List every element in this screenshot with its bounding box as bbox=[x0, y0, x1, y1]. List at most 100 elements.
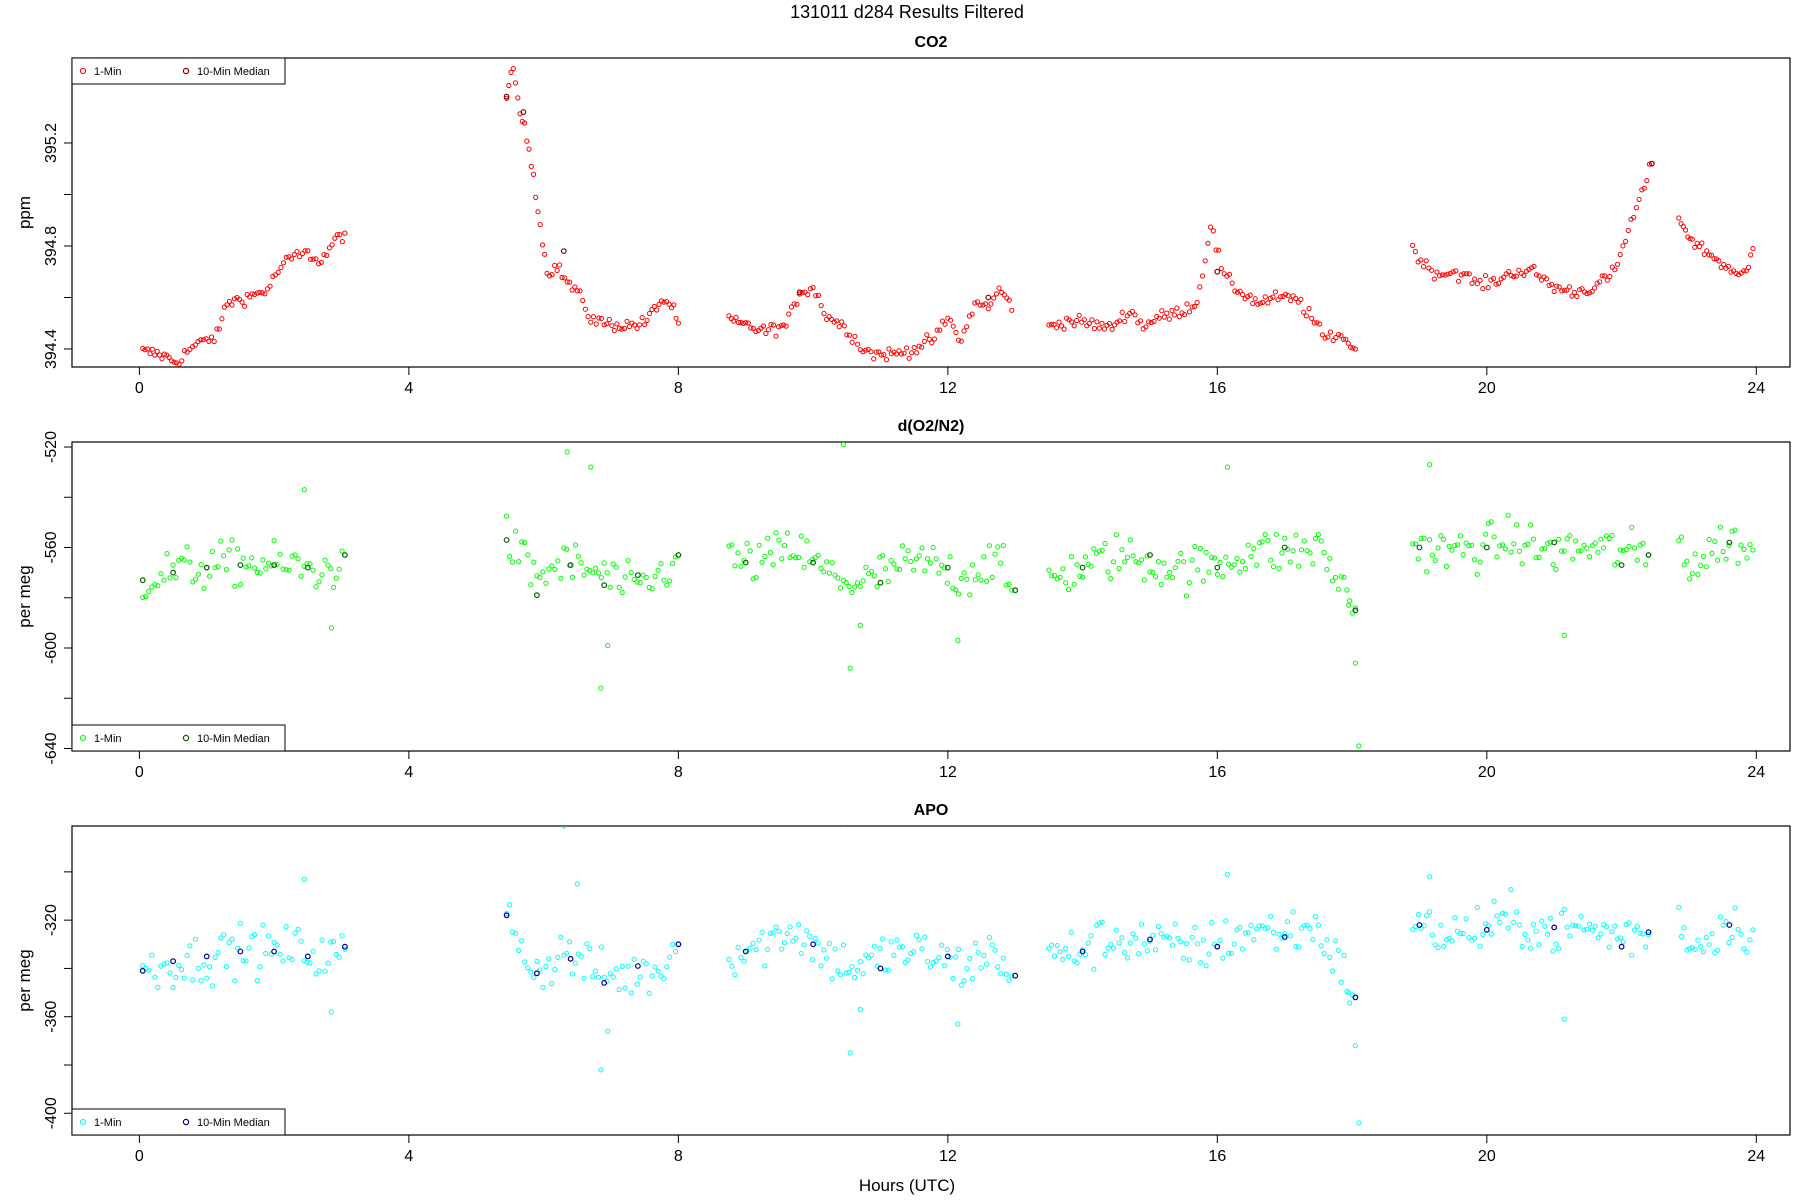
point-1min bbox=[832, 572, 838, 578]
point-1min bbox=[1412, 249, 1419, 255]
point-1min bbox=[939, 318, 946, 324]
point-1min bbox=[936, 955, 942, 961]
y-axis-label: per meg bbox=[15, 949, 34, 1011]
point-1min bbox=[240, 958, 246, 964]
point-10min-median bbox=[810, 941, 816, 948]
point-1min bbox=[658, 561, 664, 567]
point-1min bbox=[1533, 272, 1540, 278]
point-1min bbox=[1578, 548, 1584, 554]
point-1min bbox=[1455, 278, 1462, 284]
point-1min bbox=[1644, 178, 1650, 184]
point-1min bbox=[204, 975, 210, 981]
point-1min bbox=[1687, 236, 1693, 242]
point-1min bbox=[815, 940, 821, 946]
point-1min bbox=[798, 533, 804, 539]
plot-area bbox=[139, 826, 1756, 1126]
point-1min bbox=[899, 944, 906, 950]
point-1min bbox=[738, 955, 744, 961]
point-1min bbox=[604, 321, 610, 327]
point-1min bbox=[964, 576, 970, 582]
point-1min bbox=[574, 288, 580, 294]
point-1min bbox=[1313, 535, 1319, 542]
point-1min bbox=[664, 582, 670, 588]
point-1min bbox=[656, 301, 662, 307]
point-10min-median bbox=[1147, 936, 1153, 943]
point-1min bbox=[992, 947, 998, 953]
y-tick-label: -320 bbox=[43, 904, 60, 936]
point-1min bbox=[1525, 937, 1531, 943]
point-1min bbox=[522, 959, 528, 965]
point-10min-median bbox=[567, 562, 574, 568]
point-1min bbox=[1452, 915, 1458, 921]
point-1min bbox=[1712, 538, 1718, 545]
point-1min bbox=[1706, 536, 1712, 543]
point-1min bbox=[733, 314, 739, 320]
point-1min bbox=[998, 971, 1004, 977]
point-1min bbox=[878, 352, 884, 358]
point-1min bbox=[1609, 532, 1615, 539]
point-1min bbox=[1255, 301, 1261, 307]
point-1min bbox=[1449, 938, 1455, 944]
point-1min bbox=[318, 259, 324, 265]
point-1min bbox=[1511, 919, 1517, 925]
x-tick-label: 20 bbox=[1478, 764, 1496, 781]
point-10min-median bbox=[170, 569, 177, 576]
point-1min bbox=[1445, 271, 1451, 277]
point-1min bbox=[735, 319, 742, 326]
legend: 1-Min 10-Min Median bbox=[71, 57, 286, 85]
point-1min bbox=[207, 573, 213, 579]
point-1min bbox=[1623, 547, 1629, 553]
point-1min bbox=[1303, 313, 1309, 319]
point-1min bbox=[835, 575, 841, 581]
point-1min bbox=[795, 554, 802, 561]
point-1min bbox=[322, 968, 328, 974]
point-1min bbox=[1643, 562, 1649, 568]
point-1min bbox=[762, 553, 768, 560]
point-1min bbox=[849, 589, 855, 596]
point-1min bbox=[877, 945, 883, 952]
point-1min bbox=[1301, 923, 1308, 929]
point-1min bbox=[1631, 927, 1638, 933]
point-1min bbox=[671, 302, 677, 308]
point-1min bbox=[852, 584, 858, 590]
point-1min bbox=[1514, 522, 1520, 528]
point-1min bbox=[756, 542, 762, 548]
point-1min bbox=[726, 956, 732, 963]
plot-frame bbox=[71, 441, 1791, 752]
point-1min bbox=[950, 323, 956, 329]
point-1min bbox=[1086, 320, 1092, 327]
point-1min bbox=[941, 565, 948, 571]
point-1min bbox=[1318, 538, 1324, 544]
point-1min bbox=[1437, 273, 1443, 279]
point-1min bbox=[1717, 524, 1724, 530]
point-1min bbox=[1332, 938, 1339, 944]
point-1min bbox=[999, 289, 1005, 295]
point-1min bbox=[1099, 320, 1105, 326]
point-1min bbox=[521, 120, 528, 126]
point-1min bbox=[1108, 576, 1114, 582]
point-1min bbox=[1319, 332, 1326, 338]
point-1min bbox=[1228, 950, 1235, 956]
point-1min bbox=[888, 939, 894, 945]
point-1min bbox=[1080, 574, 1086, 580]
point-1min bbox=[1612, 562, 1618, 568]
legend: 1-Min 10-Min Median bbox=[71, 724, 286, 752]
plot-area bbox=[140, 66, 1756, 367]
point-1min bbox=[184, 544, 190, 550]
point-10min-median bbox=[1281, 934, 1288, 940]
point-1min bbox=[838, 972, 844, 978]
point-1min bbox=[1421, 923, 1427, 929]
point-1min bbox=[857, 583, 863, 589]
point-10min-median bbox=[1079, 564, 1086, 571]
point-1min bbox=[1631, 545, 1638, 551]
point-1min bbox=[1544, 931, 1551, 937]
point-1min bbox=[1561, 906, 1567, 913]
point-1min bbox=[1629, 952, 1635, 958]
point-1min-outlier bbox=[564, 449, 570, 455]
point-1min bbox=[187, 346, 193, 352]
point-1min bbox=[1595, 935, 1601, 941]
point-1min bbox=[896, 348, 902, 354]
point-1min bbox=[866, 955, 872, 961]
point-1min bbox=[1477, 943, 1483, 949]
point-1min bbox=[958, 575, 964, 581]
